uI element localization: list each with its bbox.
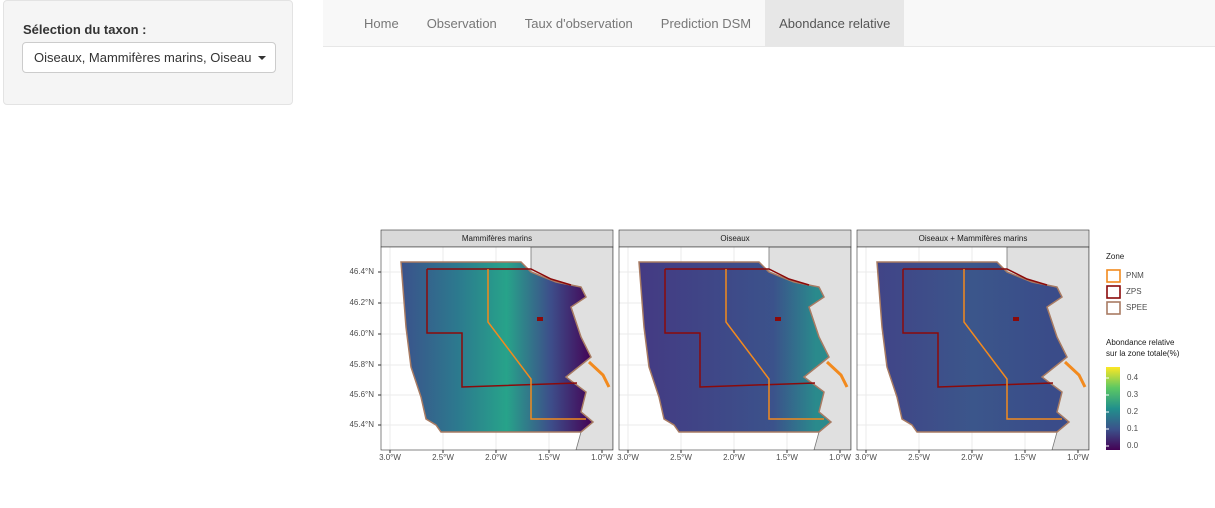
nav-tab[interactable]: Prediction DSM: [660, 16, 752, 31]
coast-pnm: [587, 360, 611, 388]
sidebar: Sélection du taxon : Oiseaux, Mammifères…: [3, 0, 293, 105]
y-tick-label: 46.4°N: [349, 267, 374, 276]
x-tick-label: 1.0°W: [829, 453, 851, 462]
zps-boundary: [664, 269, 816, 388]
colorbar-label: 0.0: [1127, 441, 1139, 450]
colorbar-label: 0.1: [1127, 424, 1139, 433]
panel-border: [856, 246, 1090, 451]
select-value: Oiseaux, Mammifères marins, Oiseau: [34, 50, 252, 65]
x-tick-label: 2.0°W: [485, 453, 507, 462]
nav-tab[interactable]: Taux d'observation: [524, 16, 633, 31]
colorbar-title: Abondance relative: [1106, 338, 1175, 347]
x-tick-label: 2.0°W: [723, 453, 745, 462]
y-tick-label: 46.0°N: [349, 329, 374, 338]
navbar: Home Observation Taux d'observation Predict…: [323, 0, 1215, 47]
x-tick-label: 1.5°W: [538, 453, 560, 462]
x-tick-label: 2.5°W: [670, 453, 692, 462]
x-tick-label: 1.0°W: [591, 453, 613, 462]
pnm-boundary: [725, 269, 824, 420]
select-label: Sélection du taxon :: [23, 22, 147, 37]
nav-tab[interactable]: Home: [364, 16, 399, 31]
strip-title: Oiseaux: [720, 234, 749, 243]
x-tick-label: 1.0°W: [1067, 453, 1089, 462]
legend-key: [1106, 285, 1121, 299]
legend-label: ZPS: [1126, 287, 1142, 296]
strip-title: Oiseaux + Mammifères marins: [919, 234, 1028, 243]
x-tick-label: 1.5°W: [1014, 453, 1036, 462]
colorbar-title: sur la zone totale(%): [1106, 349, 1180, 358]
abundance-surface: [638, 261, 833, 433]
zps-islet: [1013, 317, 1019, 321]
zps-islet: [775, 317, 781, 321]
legend-key: [1106, 301, 1121, 315]
nav-tab[interactable]: Observation: [426, 16, 497, 31]
map-panel: [381, 247, 613, 450]
colorbar-label: 0.3: [1127, 390, 1139, 399]
x-tick-label: 2.5°W: [908, 453, 930, 462]
y-tick-label: 45.8°N: [349, 360, 374, 369]
coast-pnm: [825, 360, 849, 388]
colorbar: [1106, 367, 1120, 450]
map-panel: [619, 247, 851, 450]
legend-key: [1106, 269, 1121, 283]
colorbar-label: 0.2: [1127, 407, 1139, 416]
zps-boundary: [665, 268, 810, 286]
coast-pnm: [1063, 360, 1087, 388]
abundance-surface: [876, 261, 1071, 433]
x-tick-label: 1.5°W: [776, 453, 798, 462]
abundance-surface: [400, 261, 595, 433]
zps-boundary: [427, 268, 572, 286]
zps-islet: [537, 317, 543, 321]
x-tick-label: 2.5°W: [432, 453, 454, 462]
x-tick-label: 3.0°W: [855, 453, 877, 462]
panel-border: [380, 246, 614, 451]
legend-label: PNM: [1126, 271, 1144, 280]
y-tick-label: 46.2°N: [349, 298, 374, 307]
y-tick-label: 45.4°N: [349, 420, 374, 429]
caret: [258, 56, 266, 60]
colorbar-label: 0.4: [1127, 373, 1139, 382]
x-tick-label: 3.0°W: [379, 453, 401, 462]
x-tick-label: 2.0°W: [961, 453, 983, 462]
strip-title: Mammifères marins: [462, 234, 532, 243]
pnm-boundary: [963, 269, 1062, 420]
nav-tab[interactable]: Abondance relative: [765, 0, 905, 46]
panel-border: [618, 246, 852, 451]
map-panel: [857, 247, 1089, 450]
zps-boundary: [903, 268, 1048, 286]
zps-boundary: [902, 269, 1054, 388]
y-tick-label: 45.6°N: [349, 390, 374, 399]
zps-boundary: [426, 269, 578, 388]
pnm-boundary: [487, 269, 586, 420]
x-tick-label: 3.0°W: [617, 453, 639, 462]
legend-label: SPEE: [1126, 303, 1147, 312]
legend-title: Zone: [1106, 252, 1125, 261]
taxon-select[interactable]: Oiseaux, Mammifères marins, Oiseau: [22, 42, 276, 73]
